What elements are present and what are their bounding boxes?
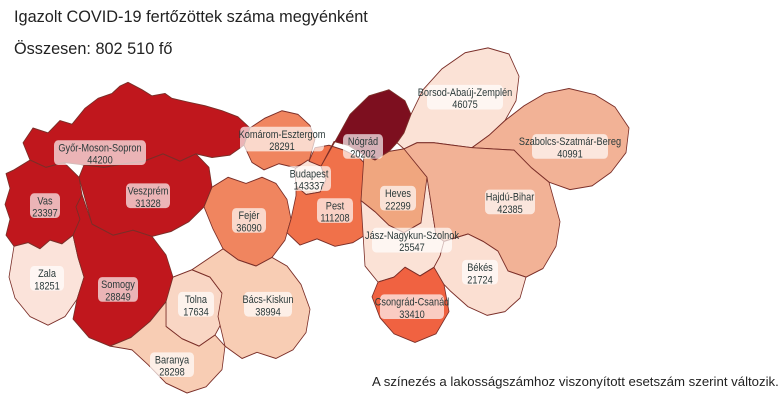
svg-text:28298: 28298 <box>159 367 185 379</box>
svg-text:Bács-Kiskun: Bács-Kiskun <box>242 294 293 306</box>
svg-text:17634: 17634 <box>183 307 209 319</box>
svg-text:Borsod-Abaúj-Zemplén: Borsod-Abaúj-Zemplén <box>418 87 513 99</box>
svg-text:Vas: Vas <box>37 196 52 208</box>
svg-text:Győr-Moson-Sopron: Győr-Moson-Sopron <box>58 143 141 155</box>
svg-text:20202: 20202 <box>350 149 376 161</box>
svg-text:Hajdú-Bihar: Hajdú-Bihar <box>486 192 535 204</box>
svg-text:38994: 38994 <box>255 307 281 319</box>
svg-text:143337: 143337 <box>294 181 325 193</box>
svg-text:Békés: Békés <box>467 262 493 274</box>
svg-text:Nógrád: Nógrád <box>348 136 378 148</box>
svg-text:33410: 33410 <box>399 309 425 321</box>
svg-text:Tolna: Tolna <box>185 294 207 306</box>
svg-text:Pest: Pest <box>326 201 345 213</box>
svg-text:21724: 21724 <box>467 274 493 286</box>
svg-text:Szabolcs-Szatmár-Bereg: Szabolcs-Szatmár-Bereg <box>519 136 621 148</box>
svg-text:36090: 36090 <box>236 223 262 235</box>
svg-text:111208: 111208 <box>320 213 350 225</box>
svg-text:Somogy: Somogy <box>101 279 135 291</box>
svg-text:Fejér: Fejér <box>239 210 260 222</box>
svg-text:Jász-Nagykun-Szolnok: Jász-Nagykun-Szolnok <box>365 230 460 242</box>
svg-text:31328: 31328 <box>135 198 161 210</box>
svg-text:Komárom-Esztergom: Komárom-Esztergom <box>239 129 326 141</box>
svg-text:28291: 28291 <box>269 141 295 153</box>
svg-text:Csongrád-Csanád: Csongrád-Csanád <box>375 297 450 309</box>
svg-text:28849: 28849 <box>105 292 131 304</box>
svg-text:Budapest: Budapest <box>290 168 329 180</box>
svg-text:18251: 18251 <box>34 281 60 293</box>
svg-text:44200: 44200 <box>87 155 113 167</box>
svg-text:Baranya: Baranya <box>155 355 189 367</box>
svg-text:Zala: Zala <box>38 268 56 280</box>
svg-text:22299: 22299 <box>385 201 411 213</box>
svg-text:Veszprém: Veszprém <box>128 186 169 198</box>
svg-text:40991: 40991 <box>557 149 583 161</box>
svg-text:Heves: Heves <box>385 188 411 200</box>
svg-text:25547: 25547 <box>399 242 425 254</box>
svg-text:42385: 42385 <box>497 204 523 216</box>
svg-text:23397: 23397 <box>32 208 58 220</box>
svg-text:46075: 46075 <box>452 99 478 111</box>
